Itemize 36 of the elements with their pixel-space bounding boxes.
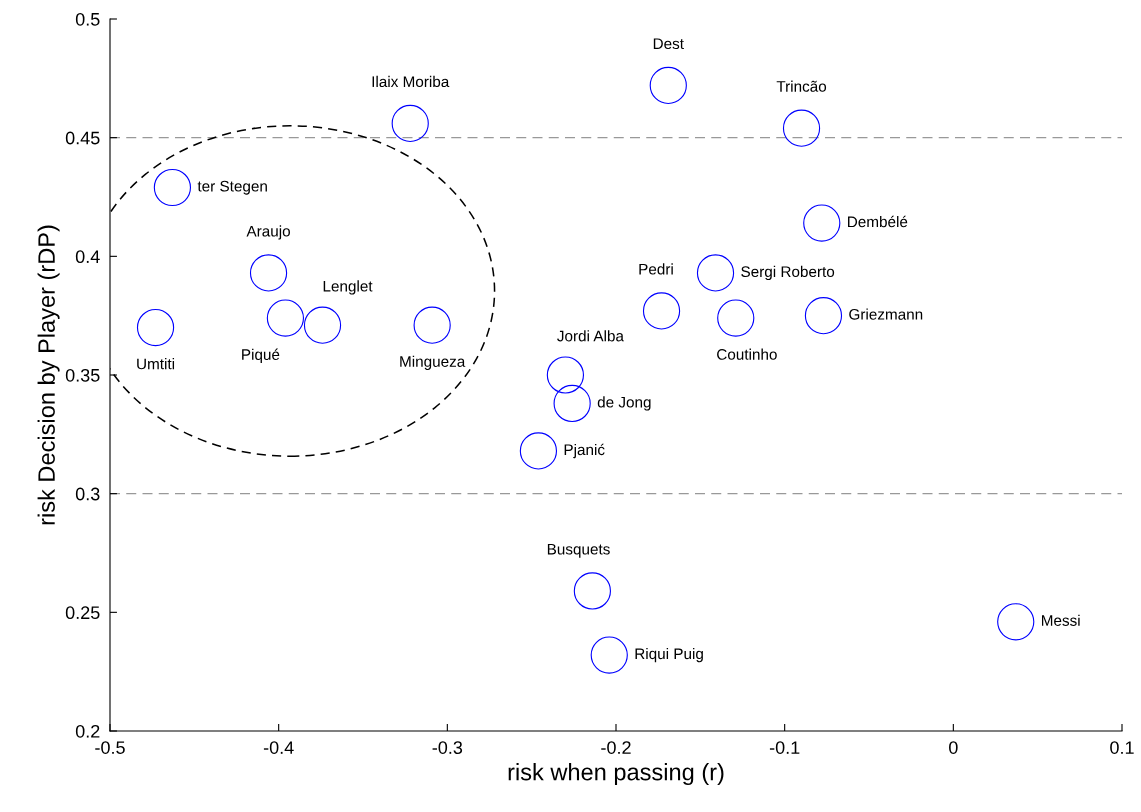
annotation: Sergi Roberto [741,265,835,281]
x-tick-label: 0.1 [1110,741,1134,754]
annotation: Busquets [547,543,610,558]
y-axis-title: risk Decision by Player (rDP) [37,225,60,525]
annotation: Messi [1041,614,1080,626]
x-tick-label: -0.3 [432,741,463,754]
y-tick-label: 0.2 [75,724,100,738]
y-tick-label: 0.3 [75,487,100,501]
annotation: Dembélé [848,215,908,228]
annotation: Umtiti [137,358,175,370]
y-tick-label: 0.35 [65,368,100,382]
x-tick-label: -0.1 [769,741,800,754]
x-tick-label: -0.5 [95,741,125,754]
annotation: Pjanić [564,443,605,459]
y-tick-label: 0.5 [75,12,100,26]
x-tick-label: 0 [949,741,958,754]
annotation: Araujo [246,225,290,240]
annotation: de Jong [597,396,651,411]
annotation: Ilaix Moriba [372,75,450,88]
annotation: Mingueza [400,355,466,370]
annotation: Pedri [639,263,673,275]
annotation: Jordi Alba [557,330,624,342]
y-tick-label: 0.4 [75,250,100,264]
x-axis-title: risk when passing (r) [508,763,724,786]
x-tick-label: -0.4 [263,741,294,754]
annotation: Riqui Puig [635,647,703,663]
annotation: Coutinho [717,348,777,360]
y-tick-label: 0.25 [65,606,100,620]
annotation: ter Stegen [197,180,267,195]
annotation: Trincão [776,80,827,92]
annotation: Lenglet [323,280,373,295]
annotation: Piqué [242,348,280,364]
y-tick-label: 0.45 [65,131,100,145]
x-tick-label: -0.2 [601,741,631,754]
annotation: Dest [653,38,684,50]
annotation: Griezmann [849,308,923,320]
